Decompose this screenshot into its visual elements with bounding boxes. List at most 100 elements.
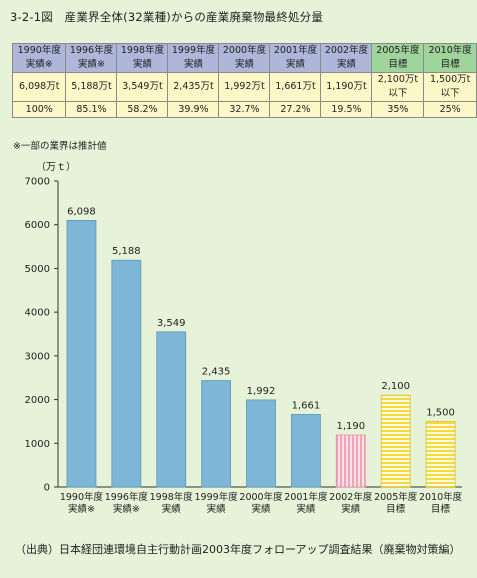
table-header-cell: 2000年度 実績 <box>218 43 271 73</box>
table-cell-text: 32.7% <box>229 103 260 115</box>
source-citation: （出典）日本経団連環境自主行動計画2003年度フォローアップ調査結果（廃棄物対策… <box>15 543 461 556</box>
page-title: 3-2-1図 産業界全体(32業種)からの産業廃棄物最終処分量 <box>10 10 324 24</box>
table-cell-text: 2,100万t <box>377 74 419 85</box>
table-cell-text: 2005年度 <box>376 45 420 56</box>
x-tick-label: 実績 <box>251 503 271 515</box>
table-cell-text: 100% <box>25 103 53 115</box>
table-cell-text: 実績 <box>336 59 356 70</box>
table-header-cell: 2002年度 実績 <box>320 43 373 73</box>
footnote: ※一部の業界は推計値 <box>13 141 107 152</box>
bar-chart: （万ｔ） 0 1000 2000 3000 4000 5000 6000 7000 6,098… <box>25 161 463 515</box>
x-tick-label: 実績 <box>207 503 227 515</box>
x-tick-label: 実績 <box>341 503 361 515</box>
table-cell-text: 実績 <box>132 59 152 70</box>
bar <box>380 394 411 488</box>
table-cell-text: 1,992万t <box>224 81 265 92</box>
bar <box>290 413 321 488</box>
table-cell-text: 25% <box>439 103 461 115</box>
table-cell: 1,190万t <box>320 72 373 102</box>
x-tick-label: 実績※ <box>68 503 95 515</box>
x-tick-label: 目標 <box>386 503 406 515</box>
x-tick-label: 1999年度 <box>195 491 239 503</box>
bar-value-label: 1,992 <box>247 386 276 397</box>
table-cell-text: 実績※ <box>78 59 105 70</box>
bar-value-label: 5,188 <box>112 246 141 257</box>
table-cell-text: 1990年度 <box>17 45 61 56</box>
table-cell-text: 1,661万t <box>275 81 316 92</box>
table-cell-text: 2,435万t <box>173 81 214 92</box>
bar <box>156 331 187 488</box>
table-cell-text: 1998年度 <box>120 45 165 56</box>
table-cell-text: 目標 <box>388 59 408 70</box>
table-cell: 1,661万t <box>269 72 322 102</box>
bar <box>335 434 366 488</box>
table-header-cell: 1996年度 実績※ <box>65 43 118 73</box>
x-tick-label: 1996年度 <box>105 491 149 503</box>
table-cell: 27.2% <box>269 101 322 118</box>
table-cell: 5,188万t <box>65 72 118 102</box>
y-tick-label: 6000 <box>25 220 50 231</box>
table-cell-text: 5,188万t <box>71 81 112 92</box>
table-header-cell: 2005年度 目標 <box>371 43 425 73</box>
table-cell: 1,500万t 以下 <box>423 72 477 102</box>
table-cell-text: 3,549万t <box>122 81 163 92</box>
bar-value-label: 1,190 <box>336 421 365 432</box>
table-cell-text: 以下 <box>440 88 460 99</box>
table-header-cell: 1999年度 実績 <box>167 43 220 73</box>
x-tick-label: 実績 <box>162 503 182 515</box>
table-cell: 100% <box>11 101 67 118</box>
table-cell: 3,549万t <box>116 72 169 102</box>
y-tick-label: 3000 <box>25 351 50 362</box>
table-cell-text: 2002年度 <box>324 45 369 56</box>
table-cell: 19.5% <box>320 101 373 118</box>
y-tick-label: 7000 <box>25 177 50 188</box>
x-tick-label: 1998年度 <box>150 491 194 503</box>
bar-value-label: 2,100 <box>381 381 410 392</box>
table-row: 1990年度 実績※ 1996年度 実績※ 1998年度 実績 1999年度 実績 2000年度… <box>11 43 477 73</box>
table-cell-text: 58.2% <box>127 103 158 115</box>
y-tick-label: 1000 <box>25 439 50 450</box>
table-cell: 6,098万t <box>11 72 67 102</box>
table-cell-text: 1,190万t <box>326 81 367 92</box>
bar <box>201 380 232 488</box>
table-cell: 25% <box>423 101 477 118</box>
table-cell: 39.9% <box>167 101 220 118</box>
bar-value-label: 6,098 <box>67 206 96 217</box>
bar <box>66 220 97 488</box>
table-cell: 58.2% <box>116 101 169 118</box>
bar <box>246 399 276 488</box>
table-cell-text: 実績 <box>285 59 305 70</box>
x-tick-label: 2001年度 <box>284 491 328 503</box>
table-row: 6,098万t 5,188万t 3,549万t 2,435万t 1,992万t 1,661… <box>11 72 477 102</box>
table-cell-text: 以下 <box>388 88 408 99</box>
bar-value-label: 1,661 <box>292 400 321 411</box>
table-cell: 85.1% <box>65 101 118 118</box>
table-cell-text: 39.9% <box>178 103 209 115</box>
table-cell-text: 85.1% <box>76 103 107 115</box>
y-axis-unit: （万ｔ） <box>36 161 76 173</box>
x-tick-label: 実績 <box>296 503 316 515</box>
x-tick-label: 2002年度 <box>329 491 373 503</box>
x-tick-label: 2010年度 <box>419 491 463 503</box>
x-tick-label: 2000年度 <box>239 491 283 503</box>
table-cell: 2,435万t <box>167 72 220 102</box>
x-tick-label: 1990年度 <box>60 491 104 503</box>
bar <box>111 259 142 488</box>
bar-value-label: 2,435 <box>202 367 231 378</box>
table-cell-text: 2001年度 <box>273 45 318 56</box>
table-cell-text: 1999年度 <box>171 45 216 56</box>
table-cell-text: 27.2% <box>280 103 311 115</box>
table-cell: 35% <box>371 101 425 118</box>
table-cell-text: 実績 <box>183 59 203 70</box>
table-row: 100% 85.1% 58.2% 39.9% 32.7% 27.2% 19.5% 35% 25% <box>11 101 477 118</box>
table-cell: 2,100万t 以下 <box>371 72 425 102</box>
table-cell-text: 実績※ <box>25 59 53 70</box>
table-cell-text: 1,500万t <box>429 74 471 85</box>
bar <box>425 421 456 488</box>
x-tick-label: 目標 <box>431 503 451 515</box>
y-tick-label: 2000 <box>25 395 50 406</box>
x-tick-label: 実績※ <box>113 503 140 515</box>
summary-table: 1990年度 実績※ 1996年度 実績※ 1998年度 実績 1999年度 実績 2000年度… <box>11 43 477 118</box>
table-header-cell: 2010年度 目標 <box>423 43 477 73</box>
table-header-cell: 2001年度 実績 <box>269 43 322 73</box>
